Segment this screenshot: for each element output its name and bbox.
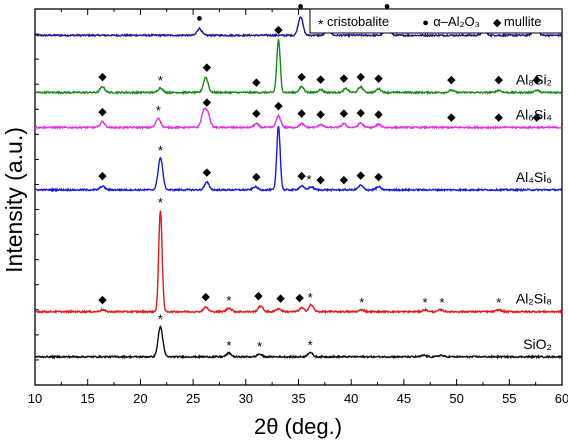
mullite-marker: ◆ [297,170,306,182]
legend-label-1: α–Al₂O₃ [433,14,480,29]
mullite-marker: ◆ [252,76,261,88]
series-label-sio2: SiO₂ [523,336,552,352]
series-line-al2si8 [34,210,563,315]
cristobalite-marker: * [158,73,163,88]
mullite-marker: ◆ [374,73,383,85]
cristobalite-marker: * [158,195,163,210]
mullite-marker: ◆ [297,71,306,83]
mullite-marker: ◆ [98,294,107,306]
alumina-marker: ● [196,13,203,25]
legend: * cristobalite ● α–Al₂O₃ ◆ mullite [309,8,563,34]
series-line-al8si2 [34,39,563,96]
x-tick-label-55: 55 [502,391,516,406]
mullite-marker: ◆ [203,96,212,108]
mullite-marker: ◆ [356,107,365,119]
mullite-marker: ◆ [340,174,349,186]
legend-box [309,8,563,34]
series-label-al6si4: Al₆Si₄ [516,106,553,122]
mullite-marker: ◆ [532,74,541,86]
cristobalite-marker: * [439,295,444,310]
mullite-marker: ◆ [252,171,261,183]
series-line-al4si6 [34,125,563,193]
mullite-marker: ◆ [98,71,107,83]
mullite-marker: ◆ [276,293,285,305]
cristobalite-marker: * [156,103,161,118]
mullite-marker: ◆ [495,74,504,86]
cristobalite-marker: * [308,290,313,305]
legend-marker-0: * [318,16,324,32]
series-label-al2si8: Al₂Si₈ [516,291,552,307]
mullite-marker: ◆ [495,111,504,123]
x-tick-label-30: 30 [239,391,253,406]
mullite-marker: ◆ [202,291,211,303]
series-line-al6si4 [34,107,563,131]
x-tick-label-60: 60 [555,391,568,406]
x-tick-label-20: 20 [133,391,147,406]
cristobalite-marker: * [307,172,312,187]
legend-marker-1: ● [422,17,429,29]
alumina-marker: ● [384,1,391,13]
legend-label-2: mullite [504,14,542,29]
mullite-marker: ◆ [447,111,456,123]
mullite-marker: ◆ [203,166,212,178]
series-line-al2o3 [34,15,563,39]
mullite-marker: ◆ [254,290,263,302]
series-layer [34,15,563,360]
legend-label-0: cristobalite [327,14,389,29]
mullite-marker: ◆ [203,61,212,73]
x-axis-title: 2θ (deg.) [254,414,342,439]
x-tick-labels: 10 15 20 25 30 35 40 45 50 55 60 [28,391,568,406]
alumina-marker: ● [297,1,304,13]
cristobalite-marker: * [226,338,231,353]
x-tick-label-40: 40 [344,391,358,406]
cristobalite-marker: * [158,143,163,158]
mullite-marker: ◆ [356,71,365,83]
x-tick-label-45: 45 [397,391,411,406]
y-axis-title: Intensity (a.u.) [1,127,27,273]
series-label-layer: Al₂O₃Al₈Si₂Al₆Si₄Al₄Si₆Al₂Si₈SiO₂ [516,14,553,351]
mullite-marker: ◆ [274,100,283,112]
x-tick-label-50: 50 [449,391,463,406]
cristobalite-marker: * [158,312,163,327]
mullite-marker: ◆ [340,73,349,85]
series-label-al8si2: Al₈Si₂ [516,71,552,87]
x-tick-label-25: 25 [186,391,200,406]
cristobalite-marker: * [226,293,231,308]
mullite-marker: ◆ [98,106,107,118]
cristobalite-marker: * [257,339,262,354]
mullite-marker: ◆ [447,74,456,86]
series-line-sio2 [34,324,563,360]
axis-ticks [34,9,563,385]
cristobalite-marker: * [257,291,262,306]
cristobalite-marker: * [359,295,364,310]
marker-layer: ●●●●●●◆*◆◆◆◆◆◆◆◆◆◆◆◆*◆◆◆◆◆◆◆◆◆◆◆◆*◆◆◆*◆◆… [98,1,541,355]
x-tick-label-15: 15 [80,391,94,406]
mullite-marker: ◆ [374,108,383,120]
mullite-marker: ◆ [274,24,283,36]
mullite-marker: ◆ [316,108,325,120]
plot-frame [34,8,563,386]
mullite-marker: ◆ [340,108,349,120]
mullite-marker: ◆ [316,174,325,186]
mullite-marker: ◆ [295,292,304,304]
mullite-marker: ◆ [532,111,541,123]
cristobalite-marker: * [308,337,313,352]
mullite-marker: ◆ [252,108,261,120]
cristobalite-marker: * [496,295,501,310]
x-tick-label-10: 10 [28,391,42,406]
mullite-marker: ◆ [98,170,107,182]
legend-marker-2: ◆ [493,17,502,29]
mullite-marker: ◆ [374,171,383,183]
mullite-marker: ◆ [356,169,365,181]
cristobalite-marker: * [422,295,427,310]
mullite-marker: ◆ [316,73,325,85]
series-label-al4si6: Al₄Si₆ [516,169,552,185]
x-tick-label-35: 35 [291,391,305,406]
mullite-marker: ◆ [297,108,306,120]
